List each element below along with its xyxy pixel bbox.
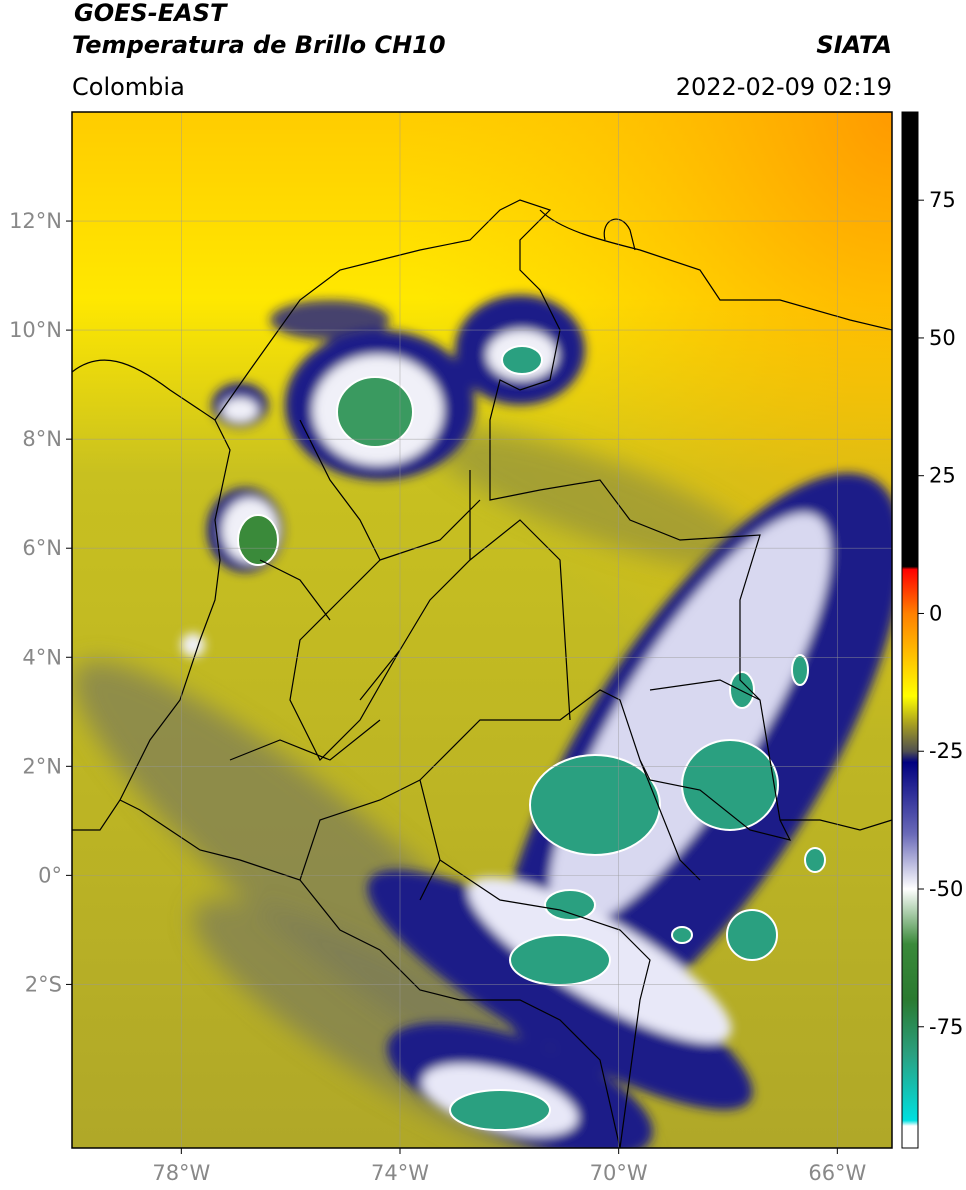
y-tick-label: 12°N (9, 209, 62, 233)
colorbar-tick-label: 0 (929, 601, 942, 625)
y-tick-label: 2°S (25, 972, 62, 996)
colorbar-tick-label: 50 (929, 326, 956, 350)
x-tick-label: 70°W (590, 1161, 648, 1185)
y-tick-label: 8°N (22, 427, 62, 451)
title: GOES-EAST (74, 0, 228, 27)
x-tick-label: 74°W (371, 1161, 429, 1185)
region: Colombia (72, 73, 185, 101)
source: SIATA (816, 31, 892, 59)
map-frame (71, 111, 893, 1149)
colorbar-tick-label: -75 (929, 1015, 963, 1039)
subtitle: Temperatura de Brillo CH10 (72, 31, 446, 59)
y-tick-label: 4°N (22, 645, 62, 669)
datetime: 2022-02-09 02:19 (676, 73, 892, 101)
y-tick-label: 6°N (22, 536, 62, 560)
colorbar-tick-label: 25 (929, 464, 956, 488)
colorbar-tick-label: -25 (929, 739, 963, 763)
satellite-image (72, 112, 892, 1148)
x-tick-label: 66°W (808, 1161, 866, 1185)
colorbar (901, 111, 919, 1149)
colorbar-tick-label: -50 (929, 877, 963, 901)
y-tick-label: 2°N (22, 754, 62, 778)
y-tick-label: 0° (38, 863, 62, 887)
colorbar-tick-label: 75 (929, 188, 956, 212)
graticule (72, 112, 892, 1148)
y-tick-label: 10°N (9, 318, 62, 342)
x-tick-label: 78°W (152, 1161, 210, 1185)
